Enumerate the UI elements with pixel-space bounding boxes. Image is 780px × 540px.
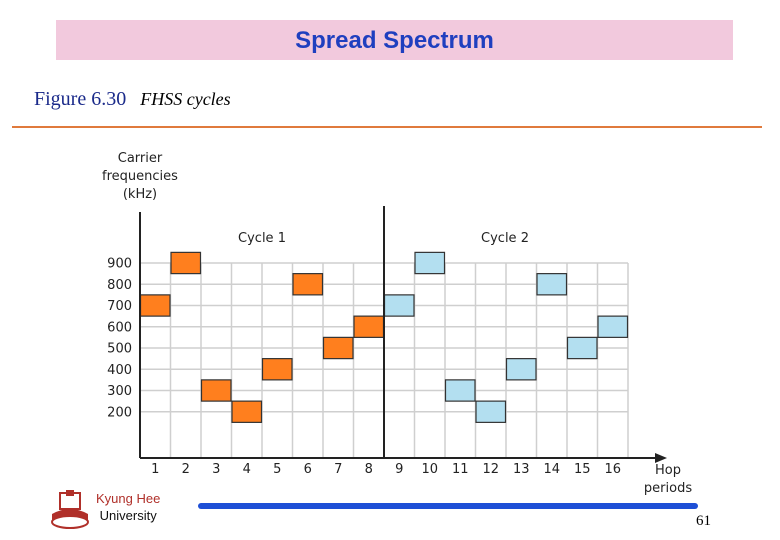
x-tick-label: 13 [513, 462, 530, 477]
hop-block [170, 251, 202, 275]
y-tick-label: 300 [107, 384, 132, 399]
x-tick-label: 12 [482, 462, 499, 477]
chart-axes [139, 206, 667, 463]
hop-block [353, 315, 385, 338]
hop-block [322, 336, 354, 360]
page-number: 61 [696, 513, 711, 529]
figure-caption: FHSS cycles [140, 89, 231, 109]
hop-block [414, 251, 446, 275]
hop-block [231, 400, 263, 423]
hop-block [597, 315, 629, 338]
chart-hops [139, 251, 629, 423]
y-tick-label: 900 [107, 257, 132, 272]
x-axis-arrow [655, 453, 667, 463]
x-axis-label-line1: Hop [655, 463, 681, 478]
x-tick-label: 2 [182, 462, 190, 477]
x-tick-label: 14 [543, 462, 560, 477]
hop-block [200, 379, 232, 402]
x-tick-label: 1 [151, 462, 159, 477]
title-bar: Spread Spectrum [56, 20, 733, 60]
x-tick-label: 5 [273, 462, 281, 477]
x-axis-label-line2: periods [644, 481, 692, 496]
hop-block [139, 294, 171, 317]
x-tick-label: 10 [421, 462, 438, 477]
x-tick-label: 3 [212, 462, 220, 477]
y-axis-label-line1: Carrier [118, 151, 163, 166]
cycle-1-label: Cycle 1 [238, 231, 286, 246]
hop-block [383, 294, 415, 317]
divider-rule [12, 126, 762, 128]
university-name: Kyung Hee University [96, 490, 160, 524]
y-tick-label: 600 [107, 320, 132, 335]
x-tick-label: 16 [604, 462, 621, 477]
hop-block [566, 336, 598, 360]
university-logo-icon [51, 490, 89, 529]
slide-title: Spread Spectrum [295, 27, 494, 54]
hop-block [536, 273, 568, 296]
university-name-line2: University [99, 508, 157, 523]
x-tick-label: 4 [243, 462, 251, 477]
footer-line [198, 503, 698, 509]
hop-block [261, 358, 293, 381]
x-tick-label: 6 [304, 462, 312, 477]
x-tick-label: 7 [334, 462, 342, 477]
y-tick-label: 800 [107, 278, 132, 293]
figure-number: Figure 6.30 [34, 88, 127, 110]
x-tick-label: 8 [365, 462, 373, 477]
hop-block [444, 379, 476, 402]
y-tick-label: 200 [107, 405, 132, 420]
hop-block [505, 358, 537, 381]
cycle-2-label: Cycle 2 [481, 231, 529, 246]
x-tick-label: 9 [395, 462, 403, 477]
x-tick-label: 15 [574, 462, 591, 477]
hop-block [292, 273, 324, 296]
y-axis-label-line3: (kHz) [123, 187, 157, 202]
hop-block [475, 400, 507, 423]
figure-label: Figure 6.30 FHSS cycles [34, 88, 231, 111]
y-tick-label: 700 [107, 299, 132, 314]
x-tick-label: 11 [452, 462, 469, 477]
university-name-line1: Kyung Hee [96, 491, 161, 506]
y-tick-label: 500 [107, 342, 132, 357]
y-axis-label-line2: frequencies [102, 169, 178, 184]
y-tick-label: 400 [107, 363, 132, 378]
